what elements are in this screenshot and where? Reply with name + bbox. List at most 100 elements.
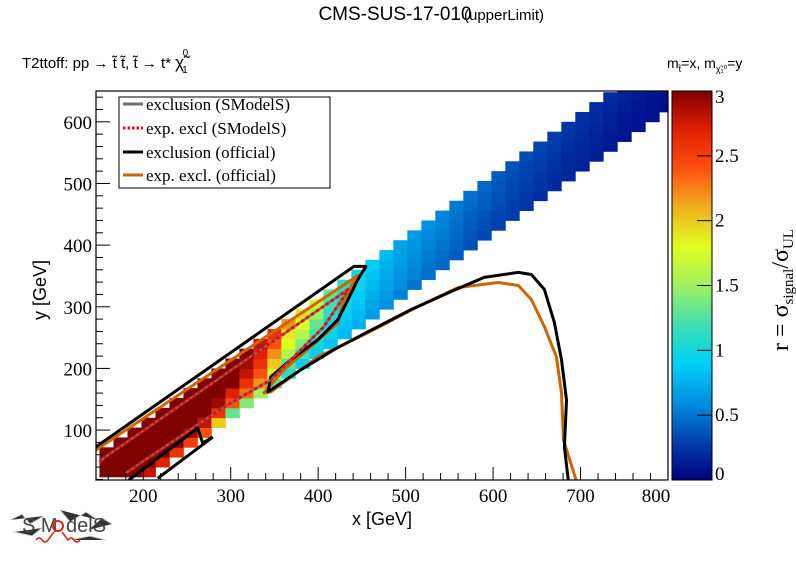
heatmap-cell [603, 121, 618, 133]
exclusion-official-contour [96, 264, 570, 480]
heatmap-cell [379, 279, 394, 290]
x-tick-label: 800 [642, 486, 671, 507]
heatmap-cell [141, 427, 156, 438]
heatmap-cell [421, 250, 436, 261]
plot-frame [95, 90, 669, 481]
heatmap-cell [155, 447, 170, 458]
heatmap-cell [519, 181, 534, 192]
heatmap-cell [645, 92, 660, 103]
heatmap-cell [351, 309, 366, 320]
heatmap-cell [603, 102, 618, 113]
heatmap-cell [505, 181, 520, 192]
y-tick-label: 300 [64, 298, 93, 319]
heatmap-cell [407, 269, 422, 281]
heatmap-cell [253, 368, 268, 379]
colorbar-tick-label: 0 [715, 464, 725, 485]
heatmap-cell [407, 230, 422, 241]
heatmap-cell [589, 111, 604, 123]
heatmap-cell [127, 447, 142, 458]
heatmap-cell [491, 200, 506, 211]
heatmap-cell [463, 210, 478, 221]
heatmap-cell [309, 309, 324, 320]
heatmap-cell [393, 250, 408, 261]
heatmap-cell [631, 111, 646, 123]
chart-subtitle: T2ttoff: pp → t̃ t̃, t̃ → t* χ̃10 [22, 48, 190, 76]
heatmap-cell [295, 328, 310, 340]
heatmap-cell [225, 407, 240, 419]
heatmap-cell [477, 210, 492, 221]
heatmap-cell [211, 407, 226, 419]
colorbar-tick-label: 0.5 [715, 405, 739, 426]
mass-note-part: =y [727, 55, 742, 71]
heatmap-cell [575, 111, 590, 123]
heatmap-cell [141, 437, 156, 448]
heatmap-cell [225, 368, 240, 379]
mass-note-sub: t̃ [677, 64, 682, 74]
legend: exclusion (SModelS) exp. excl (SModelS) … [118, 95, 331, 189]
heatmap-cell [589, 102, 604, 113]
heatmap-cell [477, 220, 492, 231]
heatmap-cell [183, 417, 198, 428]
heatmap-cell [197, 378, 212, 389]
heatmap-cell [645, 111, 660, 123]
heatmap-cell [477, 200, 492, 211]
heatmap-cell [127, 427, 142, 438]
heatmap-cell [547, 181, 562, 192]
heatmap-cell [421, 259, 436, 271]
heatmap-cell [617, 121, 632, 133]
heatmap-cell [519, 190, 534, 202]
mass-assignment-note: mt̃=x, mχ̃₁⁰=y [667, 55, 742, 74]
logo-text: S M [22, 515, 58, 537]
heatmap-cell [477, 190, 492, 202]
heatmap-cell [519, 200, 534, 211]
heatmap-cell [547, 141, 562, 152]
chart-title-suffix: (upperLimit) [464, 7, 544, 24]
chart-title: CMS-SUS-17-010 [318, 4, 471, 25]
heatmap-cell [225, 378, 240, 389]
heatmap-cell [505, 161, 520, 172]
heatmap-cell [589, 151, 604, 162]
heatmap-cell [407, 240, 422, 251]
heatmap-cell [533, 161, 548, 172]
heatmap-cell [239, 378, 254, 389]
heatmap-cell [323, 319, 338, 330]
heatmap-cell [463, 240, 478, 251]
heatmap-cell [435, 230, 450, 241]
heatmap-cell [183, 398, 198, 409]
heatmap-cell [617, 111, 632, 123]
heatmap-cell [533, 171, 548, 182]
colorbar-tick-label: 1.5 [715, 276, 739, 297]
colorbar-label: r = σsignal/σUL [768, 229, 796, 351]
heatmap-cell [225, 358, 240, 369]
heatmap-cell [477, 181, 492, 192]
heatmap-cell [155, 407, 170, 419]
heatmap-cell [281, 319, 296, 330]
heatmap-cell [561, 161, 576, 172]
colorbar-label-part: /σ [768, 249, 794, 269]
heatmap-cell [435, 259, 450, 271]
heatmap-cell [323, 338, 338, 350]
legend-box [118, 96, 331, 189]
heatmap-cell [141, 417, 156, 428]
heatmap-cell [449, 220, 464, 231]
heatmap-cell [99, 457, 114, 468]
heatmap-cell [281, 338, 296, 350]
heatmap-cell [99, 467, 114, 478]
heatmap-cell [617, 102, 632, 113]
heatmap-cell [393, 279, 408, 290]
heatmap-cell [169, 417, 184, 428]
colorbar-label-sub: signal [781, 269, 796, 305]
heatmap-cell [463, 200, 478, 211]
heatmap-cell [575, 121, 590, 133]
heatmap-cell [309, 319, 324, 330]
heatmap-cell [491, 210, 506, 221]
heatmap-cell [561, 171, 576, 182]
heatmap-cell [645, 91, 660, 93]
heatmap-cell [463, 230, 478, 241]
heatmap-cell [491, 181, 506, 192]
heatmap-cell [309, 338, 324, 350]
heatmap-cell [407, 250, 422, 261]
heatmap-cell [323, 299, 338, 310]
heatmap-cell [421, 240, 436, 251]
exclusion-official-contour [156, 435, 214, 480]
